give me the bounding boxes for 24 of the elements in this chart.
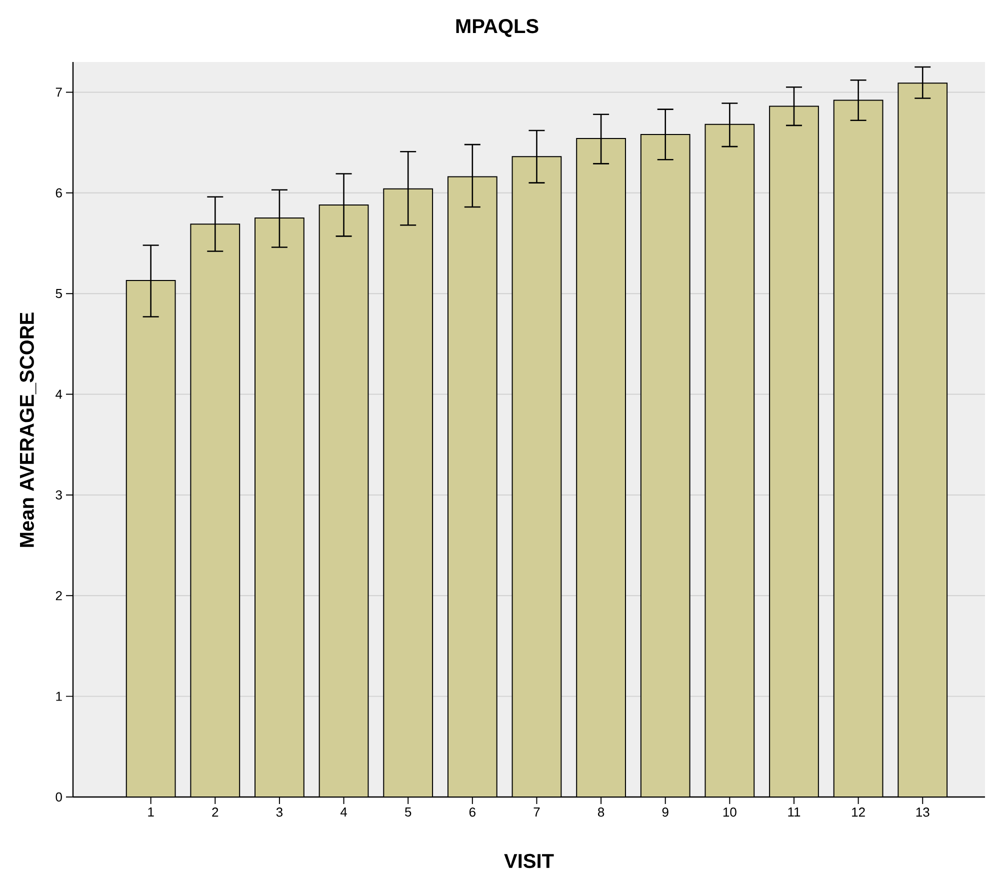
y-tick-label: 4 — [56, 390, 62, 399]
x-tick-label: 3 — [276, 808, 282, 817]
y-tick-label: 1 — [56, 692, 62, 701]
x-tick-label: 9 — [662, 808, 668, 817]
x-tick-label: 7 — [534, 808, 540, 816]
x-tick-label: 6 — [469, 808, 476, 817]
x-tick-label: 5 — [404, 808, 412, 817]
x-tick-label: 8 — [598, 808, 604, 817]
y-tick-label: 2 — [56, 591, 62, 600]
x-tick-label: 4 — [340, 808, 347, 816]
chart-title: MPAQLS — [456, 19, 538, 37]
y-tick-label: 5 — [56, 289, 62, 298]
x-tick-label: 10 — [723, 808, 736, 817]
x-axis-title: VISIT — [504, 854, 554, 868]
y-axis-title: Mean AVERAGE_SCORE — [20, 312, 36, 547]
y-tick-label: 6 — [56, 188, 62, 198]
x-tick-label: 12 — [852, 808, 865, 817]
x-tick-label: 1 — [148, 808, 154, 816]
x-tick-label: 2 — [212, 808, 218, 817]
x-tick-label: 11 — [788, 808, 800, 816]
y-tick-label: 3 — [56, 490, 62, 500]
x-tick-label: 13 — [916, 808, 930, 817]
y-tick-label: 0 — [56, 792, 62, 802]
y-tick-label: 7 — [56, 88, 62, 97]
